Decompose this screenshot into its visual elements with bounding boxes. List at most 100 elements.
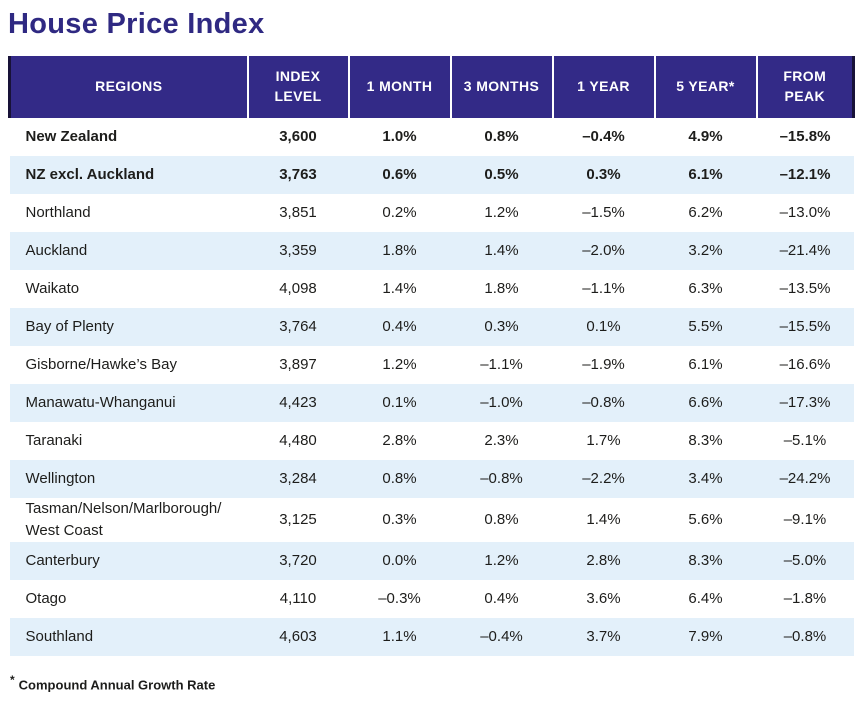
region-cell: Otago: [25, 589, 67, 607]
column-header: 1 YEAR: [552, 56, 656, 118]
value-cell: 5.5%: [688, 318, 723, 336]
region-cell: Auckland: [25, 242, 88, 260]
value-cell: 8.3%: [688, 432, 723, 450]
region-cell: Taranaki: [25, 432, 83, 450]
value-cell: 0.8%: [484, 510, 519, 528]
value-cell: 4,098: [279, 280, 317, 298]
table-row: Manawatu-Whanganui 4,423 0.1% –1.0% –0.8% 6.6…: [9, 384, 854, 422]
value-cell: –1.5%: [582, 204, 625, 222]
table-header: REGIONS INDEX LEVEL 1 MONTH 3 MONTHS 1 YEAR 5…: [8, 56, 855, 118]
table-row: Waikato 4,098 1.4% 1.8% –1.1% 6.3% –13.5%: [10, 270, 854, 308]
value-cell: 0.1%: [586, 318, 621, 336]
value-cell: 0.4%: [382, 318, 417, 336]
value-cell: –21.4%: [779, 242, 831, 260]
value-cell: 3.4%: [688, 470, 723, 488]
table-header-row: REGIONS INDEX LEVEL 1 MONTH 3 MONTHS 1 YEAR 5…: [8, 56, 855, 118]
value-cell: 6.1%: [688, 356, 723, 374]
value-cell: 3,764: [279, 318, 317, 336]
value-cell: 3,600: [279, 128, 317, 146]
region-cell: Waikato: [25, 280, 80, 298]
region-cell: New Zealand: [25, 128, 118, 146]
table-row: Gisborne/Hawke’s Bay 3,897 1.2% –1.1% –1.9% 6…: [10, 346, 854, 384]
value-cell: 0.3%: [484, 318, 519, 336]
value-cell: 3,720: [279, 551, 317, 569]
value-cell: 8.3%: [688, 551, 723, 569]
value-cell: 1.8%: [382, 242, 417, 260]
value-cell: 2.8%: [382, 432, 417, 450]
table-row: Tasman/Nelson/Marlborough/ West Coast 3,1…: [10, 498, 854, 542]
value-cell: 3.2%: [688, 242, 723, 260]
value-cell: –24.2%: [779, 470, 831, 488]
value-cell: 3.6%: [586, 589, 621, 607]
table-row: Wellington 3,284 0.8% –0.8% –2.2% 3.4% –24.2%: [9, 460, 854, 498]
value-cell: 1.2%: [382, 356, 417, 374]
value-cell: 4,110: [279, 589, 317, 607]
value-cell: 6.6%: [688, 394, 723, 412]
value-cell: –1.0%: [480, 394, 523, 412]
value-cell: –17.3%: [779, 394, 831, 412]
value-cell: 2.3%: [484, 432, 519, 450]
value-cell: 1.4%: [586, 510, 621, 528]
value-cell: 3,763: [279, 166, 317, 184]
table-row: NZ excl. Auckland 3,763 0.6% 0.5% 0.3% 6.1% –1…: [9, 156, 854, 194]
value-cell: 3.7%: [586, 627, 621, 645]
region-cell: Northland: [25, 204, 91, 222]
value-cell: –0.4%: [582, 128, 625, 146]
value-cell: –15.8%: [779, 128, 831, 146]
value-cell: –15.5%: [779, 318, 831, 336]
value-cell: 6.4%: [688, 589, 723, 607]
value-cell: 4,603: [279, 627, 317, 645]
value-cell: –13.0%: [779, 204, 831, 222]
value-cell: 0.3%: [586, 166, 621, 184]
page-title: House Price Index: [8, 8, 265, 40]
column-header: 1 MONTH: [348, 56, 452, 118]
column-header: 5 YEAR*: [654, 56, 758, 118]
value-cell: 7.9%: [688, 627, 723, 645]
value-cell: 1.2%: [484, 204, 519, 222]
value-cell: –5.0%: [783, 551, 827, 569]
footnote-text: Compound Annual Growth Rate: [18, 676, 216, 692]
table-row: Canterbury 3,720 0.0% 1.2% 2.8% 8.3% –5.0%: [9, 541, 854, 580]
value-cell: –1.8%: [783, 589, 827, 607]
value-cell: 1.4%: [484, 242, 519, 260]
value-cell: 1.2%: [484, 551, 519, 569]
value-cell: –0.3%: [378, 589, 421, 607]
column-header: FROM PEAK: [756, 56, 855, 118]
value-cell: –12.1%: [779, 166, 831, 184]
value-cell: 6.3%: [688, 280, 723, 298]
value-cell: 2.8%: [586, 551, 621, 569]
value-cell: –2.2%: [582, 470, 625, 488]
table-row: Northland 3,851 0.2% 1.2% –1.5% 6.2% –13.0%: [10, 194, 854, 232]
table-row: Bay of Plenty 3,764 0.4% 0.3% 0.1% 5.5% –15.5%: [9, 308, 854, 346]
value-cell: –1.1%: [480, 356, 523, 374]
region-cell: Wellington: [25, 470, 96, 488]
value-cell: –0.4%: [480, 627, 523, 645]
value-cell: 3,125: [279, 510, 317, 528]
region-cell: NZ excl. Auckland: [25, 166, 155, 184]
value-cell: 0.1%: [382, 394, 417, 412]
value-cell: –1.9%: [582, 356, 625, 374]
value-cell: 0.4%: [484, 589, 519, 607]
value-cell: 0.0%: [382, 551, 417, 569]
region-cell: Tasman/Nelson/Marlborough/ West Coast: [25, 500, 222, 539]
value-cell: 1.4%: [382, 280, 417, 298]
value-cell: –2.0%: [582, 242, 625, 260]
value-cell: –9.1%: [783, 510, 827, 528]
region-cell: Manawatu-Whanganui: [25, 394, 176, 412]
value-cell: 4,480: [279, 432, 317, 450]
table-row: New Zealand 3,600 1.0% 0.8% –0.4% 4.9% –15.8%: [10, 118, 854, 156]
table-body: New Zealand 3,600 1.0% 0.8% –0.4% 4.9% –15.8% N…: [9, 118, 854, 656]
table-row: Southland 4,603 1.1% –0.4% 3.7% 7.9% –0.8%: [9, 617, 854, 656]
value-cell: 4,423: [279, 394, 317, 412]
value-cell: 1.8%: [484, 280, 519, 298]
value-cell: 1.7%: [586, 432, 621, 450]
value-cell: 3,359: [279, 242, 317, 260]
house-price-index-table: REGIONS INDEX LEVEL 1 MONTH 3 MONTHS 1 YEAR 5…: [8, 56, 855, 656]
value-cell: 0.3%: [382, 510, 417, 528]
value-cell: 3,284: [279, 470, 317, 488]
value-cell: –0.8%: [783, 627, 827, 645]
value-cell: 4.9%: [688, 128, 723, 146]
region-cell: Gisborne/Hawke’s Bay: [25, 356, 177, 374]
column-header: REGIONS: [8, 56, 249, 118]
